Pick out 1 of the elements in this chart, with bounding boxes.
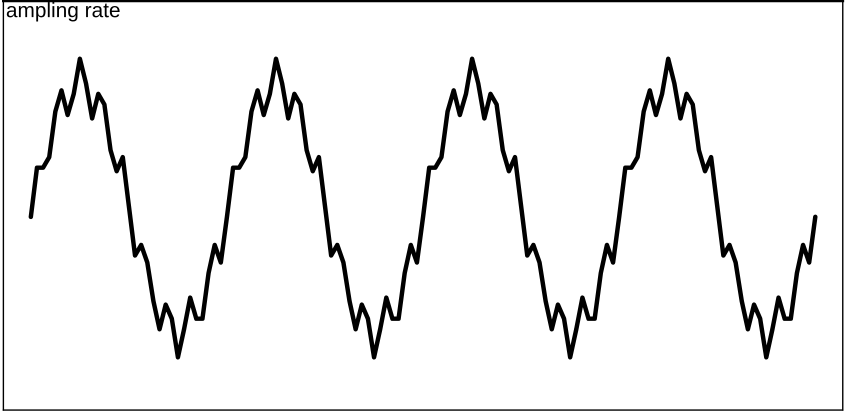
chart-title: ampling rate: [6, 2, 120, 22]
